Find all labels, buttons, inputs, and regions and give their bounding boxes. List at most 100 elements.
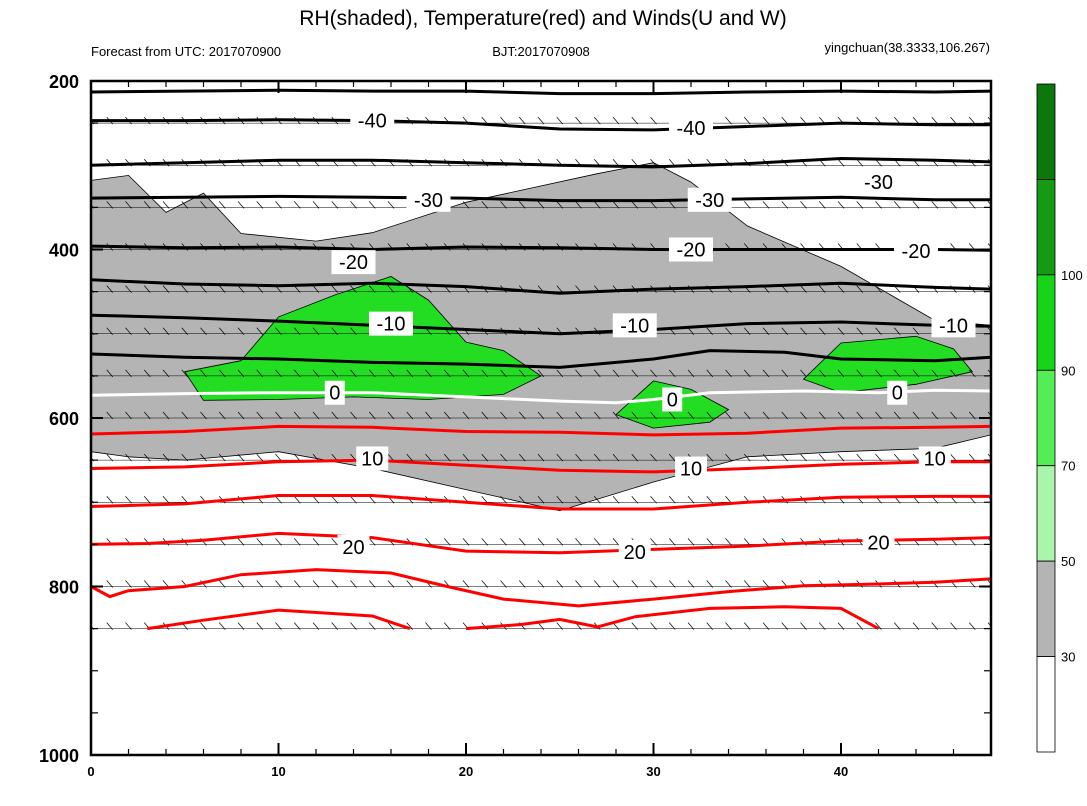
wind-barb [162, 201, 170, 209]
wind-barb [912, 411, 920, 420]
wind-barb [575, 369, 582, 378]
wind-barb [875, 411, 882, 420]
wind-barb [218, 327, 226, 335]
wind-barb [912, 453, 920, 462]
wind-barb [275, 453, 282, 462]
wind-barb [706, 369, 714, 378]
wind-barb [368, 538, 376, 546]
wind-barb [162, 369, 170, 378]
wind-barb [293, 411, 301, 420]
colorbar-tick-label: 100 [1061, 268, 1083, 283]
wind-barb [593, 411, 601, 420]
wind-barb [200, 327, 207, 335]
wind-barb [762, 327, 770, 335]
wind-barb [556, 201, 564, 209]
wind-barb [631, 453, 639, 462]
wind-barb [668, 580, 676, 588]
wind-barb [181, 411, 189, 420]
wind-barb [950, 622, 957, 630]
wind-barb [781, 201, 789, 209]
wind-barb [256, 369, 264, 378]
contour-label-bg [862, 530, 895, 555]
contour-label-bg [669, 237, 713, 262]
wind-barb [706, 580, 714, 588]
wind-barb [687, 622, 695, 630]
contour-label: 20 [342, 537, 364, 559]
wind-barb [350, 327, 357, 335]
colorbar-box [1036, 560, 1056, 657]
wind-barb [500, 369, 507, 378]
wind-barb [556, 580, 564, 588]
wind-barb [912, 116, 920, 125]
wind-barb [650, 580, 657, 588]
wind-barb [931, 622, 939, 630]
wind-barb [218, 622, 226, 630]
temp-contour-10 [91, 458, 991, 474]
wind-barb [893, 622, 901, 630]
wind-barb [125, 285, 132, 293]
x-tick-label: 10 [271, 764, 285, 779]
contour-label: -20 [677, 240, 706, 262]
contour-label: -30 [695, 190, 724, 212]
wind-barb [350, 201, 357, 209]
wind-barb [856, 369, 864, 378]
wind-barb [931, 411, 939, 420]
wind-barb [743, 201, 751, 209]
wind-barb [387, 580, 395, 588]
wind-barb [893, 201, 901, 209]
wind-barb [743, 116, 751, 125]
wind-barb [593, 453, 601, 462]
wind-barb [950, 453, 957, 462]
contour-label: -10 [939, 315, 968, 337]
wind-barb [762, 369, 770, 378]
wind-barb [987, 622, 991, 627]
wind-barb [500, 411, 507, 420]
wind-barb [650, 369, 657, 378]
wind-barb [237, 538, 245, 546]
wind-barb [968, 369, 976, 378]
temp-contour-4 [91, 244, 991, 252]
wind-barb [987, 285, 991, 290]
rh-colorbar: 30 50 70 90 100 [1036, 83, 1083, 753]
wind-barb [837, 285, 845, 293]
wind-barb [818, 201, 826, 209]
wind-barb [368, 411, 376, 420]
wind-barb [856, 622, 864, 630]
wind-barb [687, 369, 695, 378]
wind-barb [275, 538, 282, 546]
wind-barb [593, 116, 601, 125]
wind-barb [237, 622, 245, 630]
wind-barb [650, 411, 657, 420]
wind-barb [331, 369, 339, 378]
wind-barb [293, 285, 301, 293]
wind-barb [331, 496, 339, 504]
y-tick-label: 1000 [39, 746, 79, 766]
wind-barb [687, 327, 695, 335]
wind-barb [331, 285, 339, 293]
wind-barb [312, 201, 320, 209]
wind-barb [125, 411, 132, 420]
wind-barb [725, 327, 732, 335]
wind-barb [162, 411, 170, 420]
y-tick-label: 200 [49, 72, 79, 92]
wind-barb [575, 201, 582, 209]
wind-barb [875, 369, 882, 378]
wind-barb [518, 116, 526, 125]
contour-label-bg [369, 311, 413, 336]
wind-barb [856, 201, 864, 209]
wind-barb [818, 453, 826, 462]
wind-barb [537, 496, 545, 504]
wind-barb [425, 538, 432, 546]
wind-barb [500, 496, 507, 504]
wind-barb [668, 369, 676, 378]
wind-barb [743, 453, 751, 462]
wind-barb [743, 411, 751, 420]
wind-barb [537, 116, 545, 125]
wind-barb [612, 580, 620, 588]
wind-barb [293, 327, 301, 335]
wind-barb [106, 496, 114, 504]
wind-barb [368, 285, 376, 293]
wind-barb [612, 201, 620, 209]
colorbar-tick-label: 70 [1061, 459, 1075, 474]
wind-barb [875, 622, 882, 630]
